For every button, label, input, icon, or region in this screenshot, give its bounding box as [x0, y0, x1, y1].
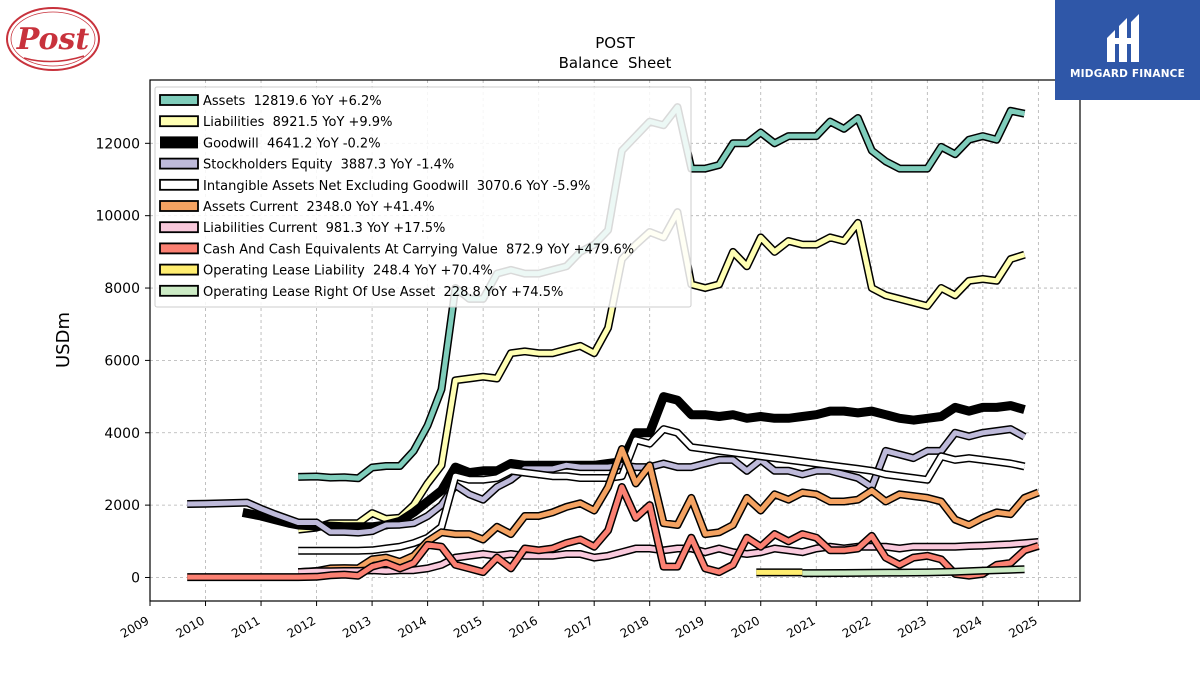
series-layer: [187, 103, 1040, 582]
legend-swatch: [159, 263, 199, 276]
legend-item: Operating Lease Right Of Use Asset 228.8…: [159, 284, 563, 300]
midgard-mark-icon: [1107, 14, 1139, 62]
series-line: [802, 566, 1025, 576]
x-tick-label: 2021: [784, 613, 817, 640]
legend-swatch: [159, 115, 199, 128]
legend-label: Stockholders Equity 3887.3 YoY -1.4%: [203, 158, 454, 173]
post-logo-inner-oval: [10, 11, 96, 67]
legend-item: Liabilities Current 981.3 YoY +17.5%: [159, 221, 445, 236]
series-line-outline: [298, 425, 1026, 555]
legend-swatch: [159, 157, 199, 170]
legend-swatch: [160, 136, 198, 149]
post-logo-text: Post: [16, 22, 90, 57]
y-tick-label: 4000: [104, 426, 140, 442]
y-tick-label: 6000: [104, 353, 140, 369]
x-tick-label: 2010: [174, 613, 207, 640]
post-logo: Post: [6, 7, 100, 71]
legend-label: Intangible Assets Net Excluding Goodwill…: [203, 179, 590, 194]
x-tick-label: 2024: [951, 613, 984, 640]
x-tick-label: 2020: [729, 613, 762, 640]
legend-label: Operating Lease Right Of Use Asset 228.8…: [203, 285, 563, 300]
plot-frame: [149, 79, 1081, 602]
series-operating-lease-right-of-use-asset: [802, 565, 1025, 578]
series-liabilities-current: [298, 538, 1039, 577]
legend-label: Operating Lease Liability 248.4 YoY +70.…: [203, 264, 493, 279]
y-tick-label: 10000: [95, 209, 140, 225]
legend: Assets 12819.6 YoY +6.2% Liabilities 8921…: [154, 86, 692, 308]
x-tick-label: 2025: [1006, 613, 1039, 640]
legend-swatch: [159, 94, 199, 106]
chart-subtitle: Balance Sheet: [559, 54, 672, 72]
x-tick-label: 2013: [340, 613, 373, 640]
legend-label: Liabilities Current 981.3 YoY +17.5%: [203, 221, 445, 236]
legend-item: Liabilities 8921.5 YoY +9.9%: [159, 115, 392, 130]
legend-item: Assets Current 2348.0 YoY +41.4%: [159, 200, 435, 215]
legend-label: Goodwill 4641.2 YoY -0.2%: [203, 136, 381, 151]
x-tick-label: 2023: [895, 613, 928, 640]
legend-item: Stockholders Equity 3887.3 YoY -1.4%: [159, 157, 454, 173]
legend-swatch: [159, 178, 199, 191]
x-tick-label: 2017: [562, 613, 595, 640]
legend-item: Goodwill 4641.2 YoY -0.2%: [160, 136, 381, 151]
midgard-finance-text: MIDGARD FINANCE: [1070, 68, 1185, 80]
legend-swatch: [159, 284, 199, 297]
post-logo-oval: [6, 7, 100, 71]
x-tick-label: 2022: [840, 613, 873, 640]
y-tick-label: 8000: [104, 281, 140, 297]
legend-label: Assets 12819.6 YoY +6.2%: [203, 94, 382, 109]
series-line-outline: [187, 483, 1040, 582]
series-line: [298, 539, 1039, 575]
x-tick-label: 2014: [396, 613, 429, 640]
legend-item: Assets 12819.6 YoY +6.2%: [159, 94, 382, 109]
legend-swatch: [159, 200, 199, 212]
x-tick-label: 2009: [118, 613, 151, 640]
series-cash-and-cash-equivalents-at-carrying-value: [187, 483, 1040, 582]
legend-item: Operating Lease Liability 248.4 YoY +70.…: [159, 263, 493, 279]
chart-title: POST: [595, 34, 635, 52]
y-tick-label: 2000: [104, 498, 140, 514]
legend-box: [154, 86, 692, 308]
midgard-finance-logo: MIDGARD FINANCE: [1055, 0, 1200, 100]
legend-item: Intangible Assets Net Excluding Goodwill…: [159, 178, 590, 194]
legend-swatch: [159, 242, 199, 255]
x-tick-label: 2015: [451, 613, 484, 640]
x-tick-label: 2019: [673, 613, 706, 640]
x-tick-label: 2016: [507, 613, 540, 640]
x-tick-label: 2012: [285, 613, 318, 640]
post-logo-swash: [23, 55, 85, 63]
y-tick-label: 0: [131, 570, 140, 586]
legend-label: Assets Current 2348.0 YoY +41.4%: [203, 200, 435, 215]
y-axis-label: USDm: [53, 312, 74, 368]
legend-label: Cash And Cash Equivalents At Carrying Va…: [203, 242, 634, 257]
series-intangible-assets-net-excluding-goodwill: [298, 425, 1026, 555]
x-tick-label: 2011: [229, 613, 262, 640]
x-tick-label: 2018: [618, 613, 651, 640]
series-line: [187, 484, 1040, 580]
legend-item: Cash And Cash Equivalents At Carrying Va…: [159, 242, 634, 257]
y-tick-label: 12000: [95, 136, 140, 152]
legend-label: Liabilities 8921.5 YoY +9.9%: [203, 115, 392, 130]
legend-swatch: [159, 221, 199, 234]
series-line: [298, 426, 1026, 554]
